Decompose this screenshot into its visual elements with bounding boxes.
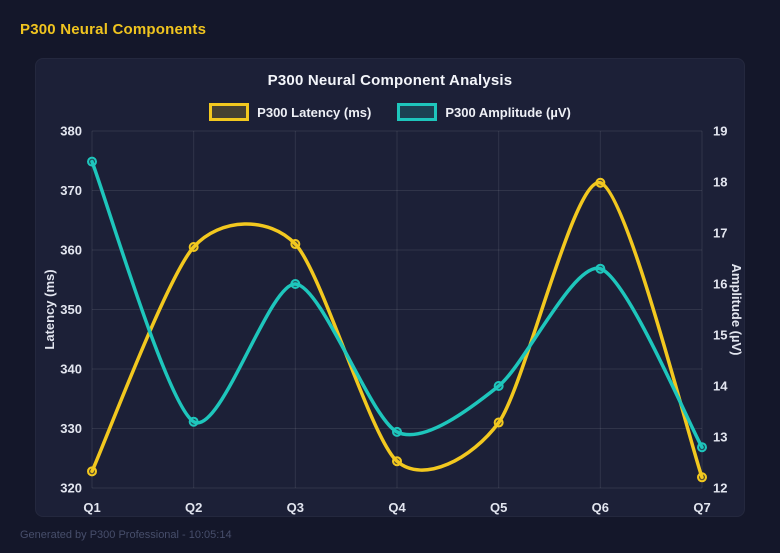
right-axis-tick-label: 12 — [713, 481, 727, 496]
legend-item-amplitude[interactable]: P300 Amplitude (µV) — [397, 103, 571, 121]
right-axis-tick-label: 19 — [713, 124, 727, 139]
left-axis-tick-label: 330 — [60, 421, 82, 436]
right-axis-tick-label: 17 — [713, 226, 727, 241]
latency-line — [90, 181, 704, 480]
left-axis-tick-label: 340 — [60, 362, 82, 377]
x-axis-tick-label: Q6 — [592, 500, 609, 515]
latency-point-marker[interactable] — [595, 177, 606, 188]
x-axis-tick-label: Q4 — [388, 500, 406, 515]
amplitude-point-marker[interactable] — [188, 416, 199, 427]
left-axis-tick-label: 320 — [60, 481, 82, 496]
latency-point-marker[interactable] — [697, 472, 707, 483]
right-axis-tick-label: 13 — [713, 430, 727, 445]
amplitude-point-marker[interactable] — [87, 156, 97, 167]
chart-title: P300 Neural Component Analysis — [267, 72, 513, 89]
legend-label: P300 Amplitude (µV) — [445, 104, 571, 120]
left-axis-tick-label: 360 — [60, 243, 82, 258]
latency-point-marker[interactable] — [87, 466, 97, 477]
x-axis-tick-label: Q7 — [693, 500, 710, 515]
latency-point-marker[interactable] — [188, 242, 199, 253]
legend-swatch-icon — [209, 103, 250, 121]
x-axis-tick-label: Q3 — [287, 500, 304, 515]
x-axis-tick-label: Q2 — [185, 500, 202, 515]
chart-card: P300 Neural Component Analysis P300 Late… — [35, 58, 745, 517]
amplitude-point-marker[interactable] — [392, 426, 402, 437]
right-axis-title: Amplitude (µV) — [729, 264, 744, 356]
legend-swatch-icon — [397, 103, 438, 121]
right-axis-tick-label: 15 — [713, 328, 727, 343]
line-chart: 320 330 340 350 360 370 380 12 13 14 15 16 17 18 19 Q1 Q… — [42, 124, 744, 516]
amplitude-point-marker[interactable] — [493, 381, 504, 391]
left-axis-tick-label: 370 — [60, 183, 82, 198]
chart-legend: P300 Latency (ms) P300 Amplitude (µV) — [36, 103, 744, 121]
right-axis-tick-label: 14 — [713, 379, 728, 394]
page-title: P300 Neural Components — [20, 21, 207, 38]
x-axis-tick-label: Q1 — [83, 500, 100, 515]
left-axis-title: Latency (ms) — [42, 269, 57, 349]
legend-item-latency[interactable]: P300 Latency (ms) — [209, 103, 371, 121]
right-axis-tick-label: 18 — [713, 175, 727, 190]
footer-status-text: Generated by P300 Professional - 10:05:1… — [20, 529, 232, 541]
latency-point-marker[interactable] — [493, 417, 504, 428]
amplitude-line — [90, 159, 704, 449]
amplitude-point-marker[interactable] — [697, 442, 707, 453]
right-axis-tick-label: 16 — [713, 277, 727, 292]
x-axis-tick-label: Q5 — [490, 500, 507, 515]
left-axis-tick-label: 380 — [60, 124, 82, 139]
amplitude-point-marker[interactable] — [290, 279, 301, 289]
amplitude-point-marker[interactable] — [595, 263, 606, 274]
latency-point-marker[interactable] — [392, 456, 402, 467]
legend-label: P300 Latency (ms) — [257, 104, 372, 120]
left-axis-tick-label: 350 — [60, 302, 82, 317]
latency-point-marker[interactable] — [290, 239, 301, 250]
